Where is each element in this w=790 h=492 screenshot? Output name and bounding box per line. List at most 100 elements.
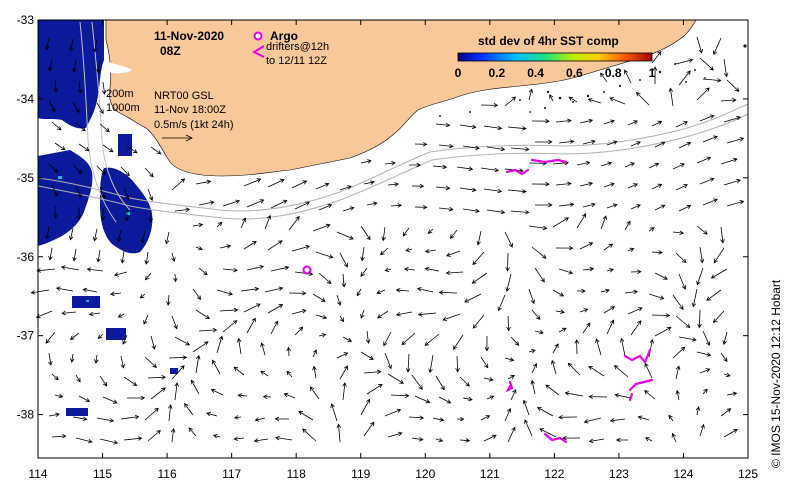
current-arrow [613,365,629,378]
current-arrow [45,37,50,51]
current-arrow [595,338,602,356]
current-arrow [464,293,482,303]
current-arrow [720,226,725,244]
current-arrow [675,184,689,191]
current-arrow [61,310,77,316]
x-tick-label: 123 [609,467,629,481]
current-arrow [696,156,712,164]
current-arrow [291,180,308,189]
x-tick-label: 119 [351,467,370,481]
current-arrow [582,202,596,208]
current-arrow [216,335,224,354]
current-arrow [166,294,171,306]
x-tick-label: 120 [415,467,435,481]
current-arrow [254,417,266,422]
current-arrow [262,394,272,400]
current-arrow [339,252,348,268]
current-arrow [699,246,705,264]
current-arrow [122,334,128,345]
current-arrow [101,81,107,95]
current-arrow [555,309,565,314]
current-arrow [552,343,559,354]
current-arrow [713,37,722,56]
current-arrow [720,408,732,417]
current-arrow [702,198,718,206]
current-arrow [603,119,615,125]
current-arrow [484,335,490,352]
current-arrow [212,359,221,375]
current-arrow [288,215,300,231]
current-arrow [456,416,465,422]
current-arrow [288,290,307,296]
current-arrow [381,226,386,242]
y-tick-label: -36 [17,250,35,264]
current-arrow [691,288,698,308]
current-arrow [260,370,269,377]
current-arrow [402,227,410,237]
current-arrow [710,268,728,279]
current-arrow [184,403,194,416]
current-arrow [168,355,188,360]
current-arrow [219,307,239,313]
current-arrow [549,94,554,102]
current-arrow [635,91,650,106]
current-arrow [435,122,451,128]
current-arrow [48,163,59,173]
current-arrow [417,312,437,317]
current-arrow [302,428,317,442]
current-arrow [531,246,547,259]
current-arrow [222,320,238,333]
current-arrow [336,231,354,240]
current-arrow [198,267,208,276]
current-arrow [552,289,565,297]
current-arrow [144,251,150,265]
current-arrow [726,79,740,92]
current-arrow [726,391,738,397]
current-arrow [270,320,279,335]
current-arrow [534,139,553,145]
current-arrow [558,327,567,333]
current-arrow [78,143,90,152]
current-arrow [539,428,557,438]
current-arrow [720,352,728,362]
current-arrow [483,125,503,131]
current-arrow [233,366,245,376]
current-arrow [72,248,77,262]
current-arrow [459,187,477,193]
current-arrow [637,415,650,421]
current-arrow [472,251,485,266]
current-arrow [438,143,454,149]
current-arrow [48,247,53,261]
current-arrow [376,289,386,295]
current-arrow [188,427,197,437]
current-arrow [534,267,545,283]
current-arrow [651,250,663,255]
current-arrow [123,376,138,386]
current-arrow [627,120,638,126]
current-arrow [606,268,614,273]
current-arrow [291,309,307,315]
current-arrow [390,393,410,398]
current-arrow [545,384,560,396]
current-arrow [627,183,638,189]
current-arrow [720,157,738,165]
current-arrow [291,244,311,252]
current-arrow [270,199,288,209]
current-arrow [384,267,392,272]
current-arrow [243,240,257,250]
current-arrow [99,438,119,445]
current-arrow [70,353,75,363]
current-arrow [600,215,607,230]
current-arrow [510,389,517,401]
current-arrow [140,230,146,244]
current-arrow [630,141,641,147]
current-arrow [195,179,212,185]
current-arrow [123,436,143,441]
current-arrow [696,267,704,286]
current-arrow [446,250,461,257]
current-arrow [283,392,296,399]
current-arrow [72,59,77,73]
current-arrow [150,335,156,350]
current-arrow [116,229,122,243]
current-arrow [462,396,473,402]
